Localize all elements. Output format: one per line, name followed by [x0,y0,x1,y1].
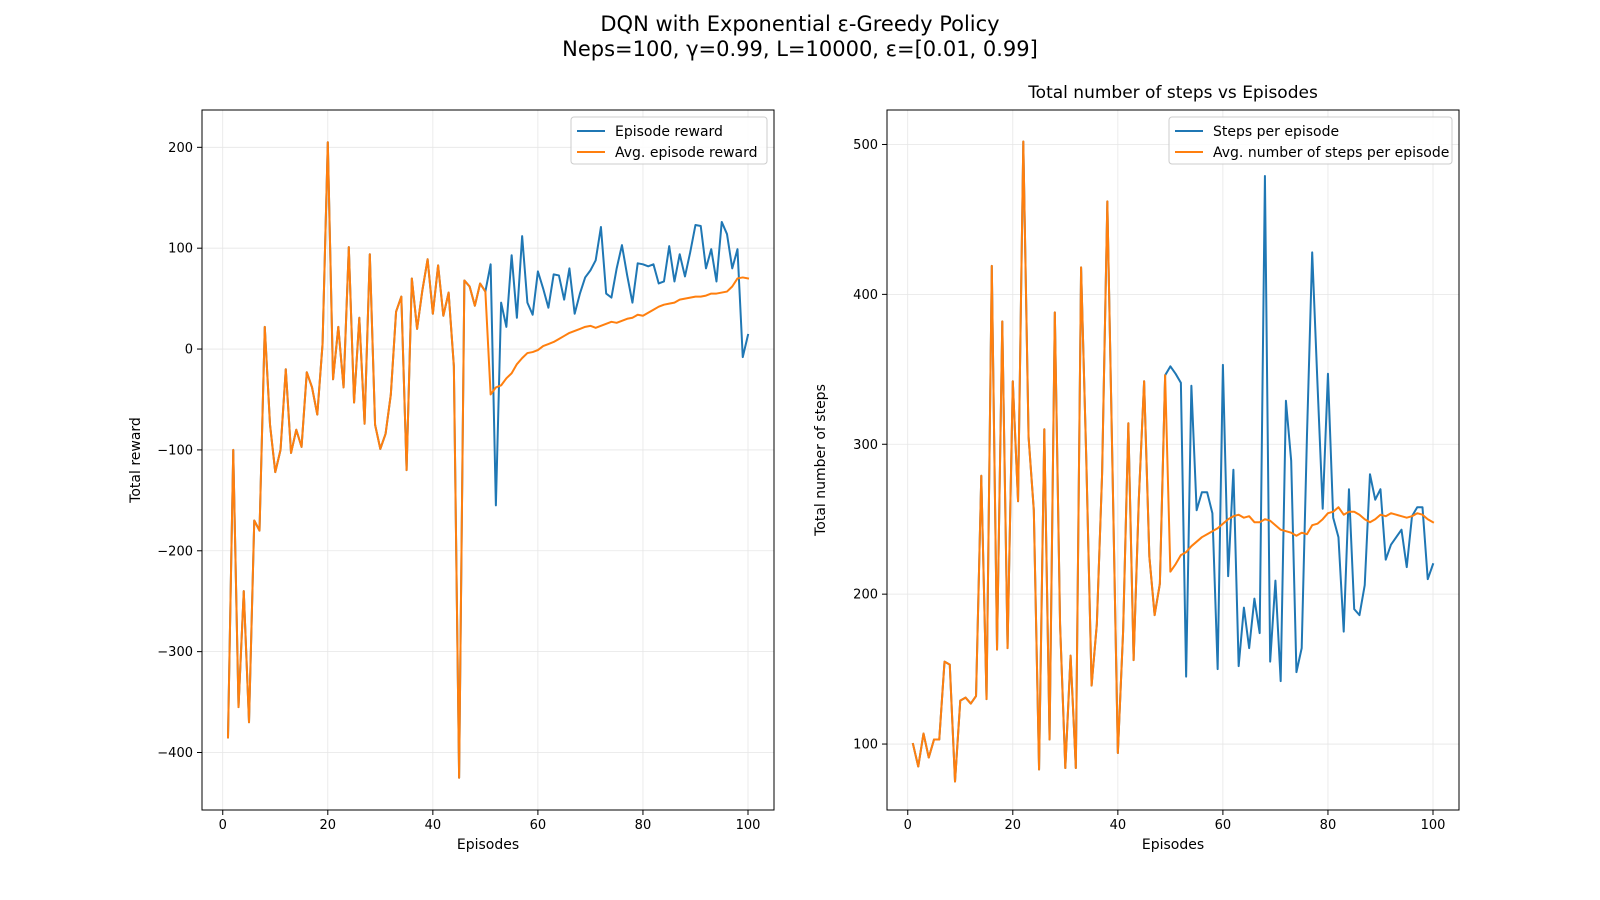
chart-1-y-tick-label-6: 200 [168,141,193,156]
chart-1-legend-label-1: Episode reward [615,124,723,140]
chart-1-axes-frame [201,109,775,811]
chart-2: 0 20 40 60 80 100 100 200 300 400 500 Episodes Total… [813,83,1460,853]
chart-2-y-tick-label-1: 200 [853,588,878,603]
chart-2-x-axis-label: Episodes [1142,837,1204,853]
chart-2-x-tick-label-2: 40 [1110,818,1127,833]
chart-1-x-tick-label-3: 60 [530,818,547,833]
chart-2-axes-frame [886,109,1460,811]
chart-2-x-tick-label-1: 20 [1005,818,1022,833]
chart-2-y-tick-label-0: 100 [853,738,878,753]
chart-2-title: Total number of steps vs Episodes [1027,83,1318,103]
figure-suptitle: DQN with Exponential ε-Greedy Policy Nep… [0,12,1600,62]
chart-2-y-axis-label: Total number of steps [813,384,829,537]
suptitle-line-1: DQN with Exponential ε-Greedy Policy [600,12,1000,36]
chart-2-plot-area [887,110,1459,810]
chart-2-y-tick-label-2: 300 [853,438,878,453]
chart-1-plot-area [202,110,774,810]
chart-1-x-axis-label: Episodes [457,837,519,853]
chart-2-x-tick-label-0: 0 [904,818,912,833]
chart-2-y-tick-label-4: 500 [853,138,878,153]
chart-1-y-tick-label-4: 0 [185,343,193,358]
chart-1-y-tick-label-3: −100 [157,443,193,458]
chart-2-legend-label-1: Steps per episode [1213,124,1339,140]
chart-1-y-tick-label-2: −200 [157,544,193,559]
chart-1-x-tick-label-4: 80 [635,818,652,833]
chart-2-x-tick-label-4: 80 [1320,818,1337,833]
chart-1-y-tick-label-1: −300 [157,645,193,660]
chart-2-legend-label-2: Avg. number of steps per episode [1213,145,1449,161]
suptitle-line-2: Neps=100, γ=0.99, L=10000, ε=[0.01, 0.99… [562,37,1038,61]
chart-1: 0 20 40 60 80 100 −400 −300 −200 −100 0 100 200 Episo… [128,109,775,853]
chart-1-y-tick-label-0: −400 [157,746,193,761]
chart-2-x-tick-label-5: 100 [1421,818,1446,833]
chart-2-legend [1168,116,1453,165]
chart-2-series-line-2 [911,140,1435,783]
chart-1-x-tick-label-1: 20 [320,818,337,833]
chart-1-y-axis-label: Total reward [128,417,144,504]
chart-1-legend [570,116,768,165]
chart-1-x-tick-label-0: 0 [219,818,227,833]
chart-1-legend-label-2: Avg. episode reward [615,145,758,161]
chart-2-y-tick-label-3: 400 [853,288,878,303]
chart-1-x-tick-label-5: 100 [736,818,761,833]
chart-1-y-tick-label-5: 100 [168,242,193,257]
chart-1-series-line-2 [226,141,750,779]
chart-1-x-tick-label-2: 40 [425,818,442,833]
chart-2-x-tick-label-3: 60 [1215,818,1232,833]
